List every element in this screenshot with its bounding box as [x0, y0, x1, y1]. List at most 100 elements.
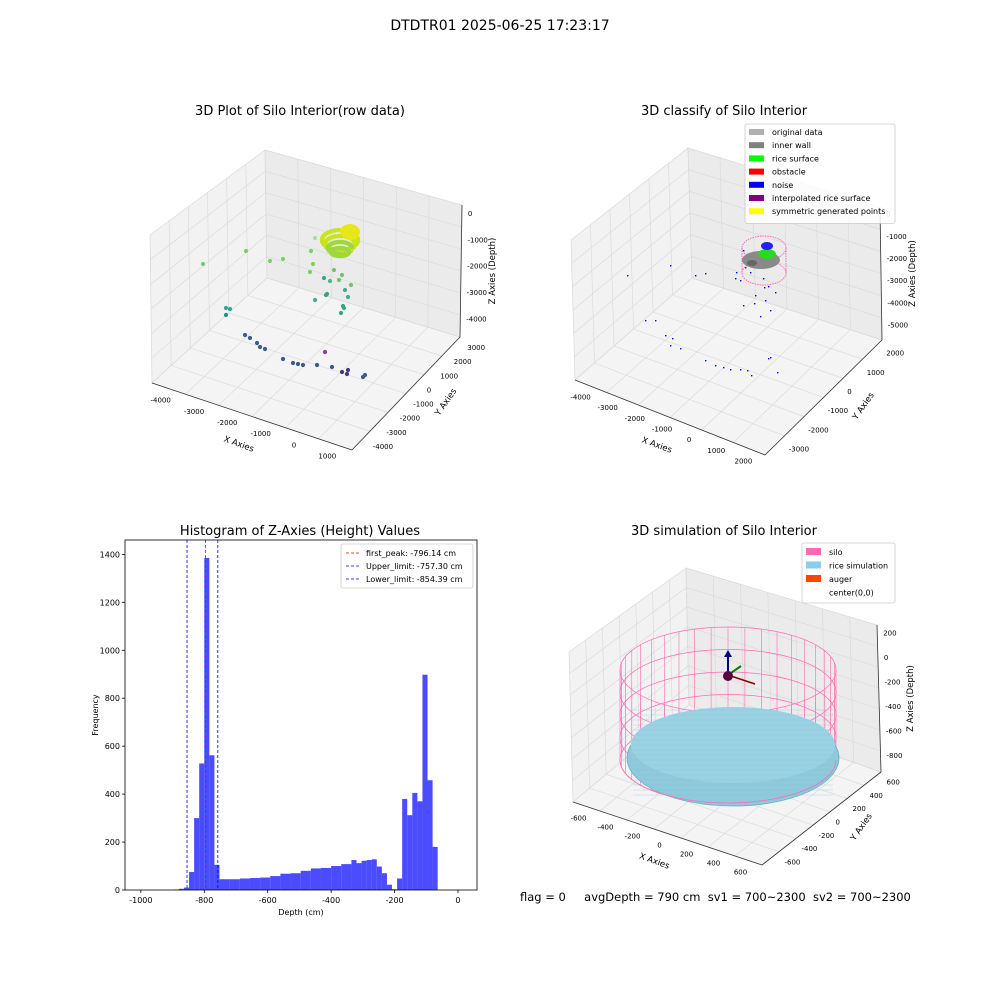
panel2-3d-plot: -4000-3000-2000-1000010002000-3000-2000-… [570, 123, 918, 466]
data-point [314, 362, 320, 368]
x-axis-label: X Axies [638, 852, 671, 872]
x-tick-label: -1000 [250, 430, 270, 438]
sv2-text: sv2 = 700~2300 [812, 890, 911, 904]
histogram-bar [376, 866, 382, 890]
x-tick-label: 400 [707, 860, 720, 868]
z-tick-label: -2000 [467, 263, 487, 271]
x-tick-label: -800 [195, 896, 213, 905]
gridline [589, 787, 780, 852]
histogram-bar [427, 780, 433, 890]
legend-swatch [749, 195, 764, 201]
histogram-bar [204, 557, 210, 890]
x-tick-label: 0 [687, 436, 691, 444]
noise-point [736, 272, 738, 274]
data-point [280, 356, 286, 362]
x-tick-label: -3000 [598, 404, 618, 412]
y-tick-label: -1000 [413, 401, 433, 409]
histogram-bar [356, 863, 362, 890]
legend-swatch [749, 142, 764, 149]
gridline [668, 579, 673, 719]
histogram-bar [189, 872, 195, 890]
legend-swatch [749, 155, 764, 162]
histogram-bar [290, 873, 301, 890]
noise-point [747, 370, 749, 372]
x-tick-label: -3000 [184, 408, 204, 416]
z-tick-label: 0 [884, 654, 888, 662]
x-tick-label: -200 [385, 896, 403, 905]
data-point [331, 267, 337, 273]
x-tick-label: 1000 [318, 452, 336, 460]
y-axis-label: Y Axies [433, 386, 460, 418]
y-tick-label: 600 [887, 779, 900, 787]
z-tick-label: 0 [468, 210, 472, 218]
legend-swatch [806, 548, 821, 555]
gridline [572, 190, 881, 287]
legend-swatch [749, 181, 764, 188]
histogram-bar [407, 815, 413, 890]
histogram-bar [249, 878, 261, 890]
y-tick-label: 3000 [467, 344, 485, 352]
data-point [312, 297, 318, 303]
data-point [329, 364, 335, 370]
noise-point [672, 338, 674, 340]
histogram-bar [260, 877, 271, 890]
data-point [267, 258, 273, 264]
legend-label: first_peak: -796.14 cm [366, 549, 456, 558]
data-point [322, 349, 328, 355]
gridline [150, 171, 462, 260]
x-tick-label: -4000 [150, 397, 170, 405]
legend-label: center(0,0) [829, 589, 874, 598]
x-tick-label: 0 [292, 441, 296, 449]
silo-wireframe [619, 759, 837, 804]
noise-point [768, 286, 770, 288]
noise-point [770, 310, 772, 312]
noise-point [751, 375, 753, 377]
data-point [338, 310, 344, 316]
histogram-bar [371, 859, 377, 890]
legend-label: inner wall [772, 141, 811, 150]
noise-point [755, 295, 757, 297]
histogram-chart: -1000 -800 -600 -400 -200 0 0 200 400 600 800 1000 1… [91, 539, 478, 917]
histogram-title: Histogram of Z-Axies (Height) Values [179, 524, 421, 539]
y-tick-label: 200 [105, 838, 120, 847]
figure-suptitle: DTDTR01 2025-06-25 17:23:17 [390, 18, 610, 34]
x-tick-label: 1000 [707, 447, 725, 455]
z-tick-label: -4000 [887, 299, 907, 307]
data-point [344, 371, 350, 377]
y-axis-line [351, 336, 461, 451]
noise-point [765, 300, 767, 302]
y-tick-label: -3000 [789, 445, 809, 453]
data-point [345, 294, 351, 300]
data-point [349, 244, 355, 250]
data-point [300, 362, 306, 368]
data-point [339, 369, 345, 375]
histogram-bar [280, 873, 291, 890]
x-tick-label: 0 [657, 842, 661, 850]
noise-point [680, 348, 682, 350]
z-tick-label: -400 [885, 703, 901, 711]
sv1-text: sv1 = 700~2300 [707, 890, 806, 904]
y-tick-label: 0 [427, 386, 431, 394]
legend-label: Lower_limit: -854.39 cm [366, 575, 463, 584]
y-tick-label: -400 [802, 845, 818, 853]
x-tick-label: -400 [322, 896, 340, 905]
y-tick-label: 400 [870, 792, 883, 800]
data-point [295, 361, 301, 367]
data-point [308, 248, 314, 254]
histogram-bar [402, 798, 408, 890]
histogram-bar [320, 867, 332, 890]
flag-text: flag = 0 [520, 890, 566, 904]
noise-point [754, 303, 756, 305]
noise-point [750, 272, 752, 274]
histogram-bar [381, 873, 387, 890]
data-point [352, 240, 357, 245]
histogram-bar [183, 887, 190, 890]
histogram-bar [386, 884, 393, 890]
data-point [312, 235, 318, 241]
data-point [335, 227, 341, 233]
noise-point [775, 292, 777, 294]
legend-swatch [806, 561, 821, 569]
legend-box [801, 542, 896, 604]
noise-point [735, 278, 737, 280]
histogram-bar [341, 864, 352, 890]
